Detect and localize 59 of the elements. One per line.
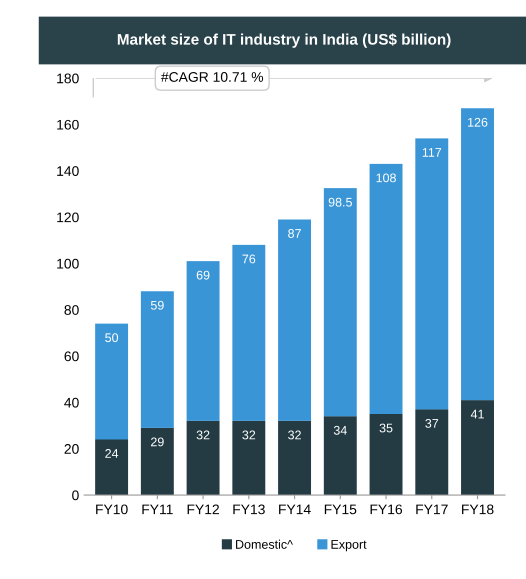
data-label: 24 <box>105 449 118 458</box>
x-tick-label: FY15 <box>324 504 356 514</box>
data-label: 32 <box>288 430 301 440</box>
data-label: 37 <box>425 418 438 428</box>
bar <box>461 108 494 400</box>
data-label: 29 <box>151 437 164 446</box>
x-tick-label: FY17 <box>416 504 448 514</box>
bar <box>278 219 312 421</box>
bar <box>232 420 266 496</box>
data-label: 35 <box>380 424 392 432</box>
data-label: 117 <box>422 148 442 157</box>
y-tick-label: 140 <box>57 166 79 176</box>
data-label: 41 <box>470 410 484 418</box>
annotation: #CAGR 10.71 % <box>160 72 264 82</box>
data-label: 34 <box>334 426 347 435</box>
data-label: 76 <box>242 254 256 264</box>
bar <box>324 416 357 496</box>
legend-label: Domestic^ <box>236 540 293 549</box>
data-label: 108 <box>376 173 396 182</box>
y-tick-label: 120 <box>57 212 79 222</box>
data-label: 126 <box>468 118 488 127</box>
y-tick-label: 20 <box>64 444 79 454</box>
bar <box>415 409 448 496</box>
y-tick-label: 160 <box>57 120 79 130</box>
data-label: 32 <box>242 430 256 440</box>
bar <box>415 138 448 410</box>
bar <box>95 439 128 496</box>
y-tick-label: 80 <box>64 305 79 315</box>
data-label: 69 <box>196 270 210 280</box>
chart-title: Market size of IT industry in India (US$ billion) <box>118 33 451 48</box>
y-tick-label: 180 <box>57 74 79 84</box>
x-tick-label: FY13 <box>233 504 265 514</box>
bar <box>186 261 220 421</box>
legend-label: Export <box>332 540 367 552</box>
x-tick-label: FY11 <box>142 504 173 514</box>
data-label: 98.5 <box>328 198 352 207</box>
bar <box>461 400 494 496</box>
bar <box>140 428 174 496</box>
bar <box>370 414 403 496</box>
data-label: 32 <box>196 430 210 440</box>
y-tick-label: 100 <box>57 258 79 269</box>
x-tick-label: FY16 <box>370 504 402 514</box>
bar <box>370 164 403 414</box>
data-label: 59 <box>150 300 164 310</box>
data-label: 50 <box>105 333 118 342</box>
bar <box>140 291 174 428</box>
bar <box>324 188 357 416</box>
y-tick-label: 40 <box>64 398 79 408</box>
x-tick-label: FY10 <box>96 504 128 514</box>
y-tick-label: 60 <box>64 351 79 362</box>
x-tick-label: FY12 <box>188 504 219 514</box>
bar <box>232 244 266 421</box>
x-tick-label: FY18 <box>462 504 494 514</box>
bar <box>278 420 312 496</box>
y-tick-label: 0 <box>72 490 79 500</box>
bar <box>95 324 128 440</box>
x-tick-label: FY14 <box>279 504 311 514</box>
bar <box>186 420 220 496</box>
data-label: 87 <box>288 229 301 238</box>
